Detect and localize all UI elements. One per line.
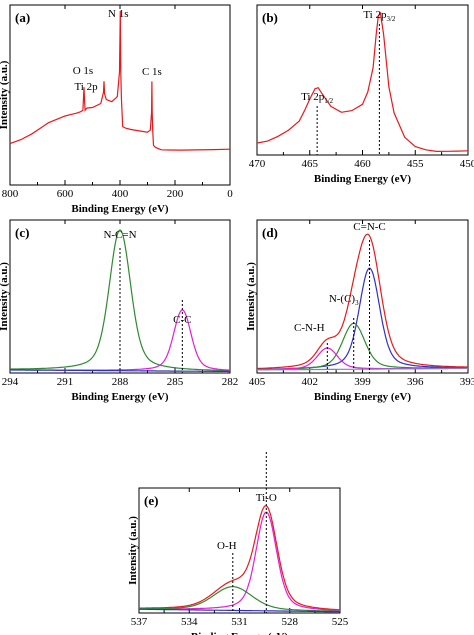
x-tick-label: 405 [249, 376, 266, 388]
panel-label: (b) [262, 10, 278, 25]
x-axis-label: Binding Energy (eV) [71, 203, 169, 215]
x-tick-label: 200 [167, 188, 184, 200]
x-tick-label: 399 [354, 376, 371, 388]
plot-frame [256, 4, 469, 156]
peak-annotation: Ti 2p [74, 81, 98, 93]
x-tick-label: 294 [2, 376, 19, 388]
peak-annotation: N-C=N [103, 229, 136, 241]
x-axis-label: Binding Energy (eV) [71, 391, 169, 403]
x-tick-label: 285 [167, 376, 184, 388]
x-tick-label: 400 [112, 188, 129, 200]
x-tick-label: 282 [222, 376, 239, 388]
peak-annotation-subscript: 3/2 [386, 15, 395, 23]
x-axis-label: Binding Energy (eV) [314, 173, 412, 185]
x-tick-label: 525 [332, 616, 349, 628]
x-tick-label: 450 [460, 158, 474, 170]
y-axis-label: Intensity (a.u.) [127, 516, 139, 585]
data-series-line [9, 229, 230, 372]
x-tick-label: 465 [302, 158, 319, 170]
x-tick-label: 291 [57, 376, 74, 388]
peak-annotation-subscript: 3 [355, 299, 359, 307]
data-series-line [257, 267, 468, 370]
chart-panel: 294 291 288 285 282 Binding Energy (eV) Intens… [0, 219, 239, 403]
x-tick-label: 600 [57, 188, 74, 200]
x-tick-label: 800 [2, 188, 19, 200]
peak-annotation: N 1s [108, 8, 128, 20]
chart-panel: 800 600 400 200 0 Binding Energy (eV) Intensit… [0, 4, 233, 215]
x-tick-label: 455 [407, 158, 424, 170]
x-tick-label: 528 [282, 616, 299, 628]
panel-label: (c) [15, 225, 29, 240]
x-tick-label: 534 [181, 616, 198, 628]
x-tick-label: 460 [354, 158, 371, 170]
data-series-line [256, 11, 469, 153]
y-axis-label: Intensity (a.u.) [0, 262, 10, 331]
peak-annotation: Ti 2p1/2 [301, 91, 334, 105]
peak-annotation: O-H [217, 540, 237, 552]
peak-annotation: N-(C)3 [329, 293, 359, 307]
panel-label: (d) [262, 225, 278, 240]
data-series-line [257, 233, 468, 370]
peak-annotation: O 1s [73, 65, 93, 77]
plot-frame [138, 487, 341, 614]
data-series-line [257, 367, 468, 371]
peak-annotation: C=N-C [353, 221, 385, 233]
data-series-line [139, 511, 341, 612]
peak-annotation-subscript: 1/2 [324, 97, 333, 105]
peak-annotation: Ti 2p3/2 [363, 9, 396, 23]
chart-panel: 470 465 460 455 450 Binding Energy (eV) (b) Ti … [249, 4, 474, 185]
data-series-line [139, 608, 341, 613]
x-tick-label: 0 [227, 188, 233, 200]
data-series-line [9, 11, 231, 151]
y-axis-label: Intensity (a.u.) [245, 262, 257, 331]
x-tick-label: 396 [407, 376, 424, 388]
x-tick-label: 288 [112, 376, 129, 388]
peak-annotation: C 1s [142, 66, 162, 78]
data-series-line [257, 322, 468, 371]
x-axis-label: Binding Energy (eV) [314, 391, 412, 403]
peak-annotation: C-N-H [294, 322, 325, 334]
x-axis-label: Binding Energy (eV) [191, 631, 289, 635]
data-series-line [10, 369, 230, 373]
panel-label: (a) [15, 10, 30, 25]
data-series-line [139, 505, 340, 611]
x-tick-label: 537 [131, 616, 148, 628]
x-tick-label: 531 [231, 616, 248, 628]
x-tick-label: 470 [249, 158, 266, 170]
chart-panel: 537 534 531 528 525 Binding Energy (eV) Intens… [127, 452, 349, 635]
data-series-line [139, 586, 340, 612]
chart-panel: 405 402 399 396 393 Binding Energy (eV) Intens… [245, 219, 474, 403]
x-tick-label: 393 [460, 376, 474, 388]
panel-label: (e) [144, 493, 158, 508]
x-tick-label: 402 [302, 376, 319, 388]
y-axis-label: Intensity (a.u.) [0, 60, 10, 129]
